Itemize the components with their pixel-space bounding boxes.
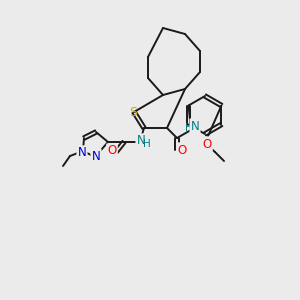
Text: O: O — [202, 137, 211, 151]
Text: N: N — [92, 149, 100, 163]
Text: N: N — [136, 134, 146, 148]
Text: S: S — [129, 106, 137, 118]
Text: O: O — [107, 145, 117, 158]
Text: N: N — [78, 146, 86, 160]
Text: H: H — [143, 139, 151, 149]
Text: O: O — [177, 143, 187, 157]
Text: H: H — [185, 123, 193, 133]
Text: N: N — [190, 119, 200, 133]
